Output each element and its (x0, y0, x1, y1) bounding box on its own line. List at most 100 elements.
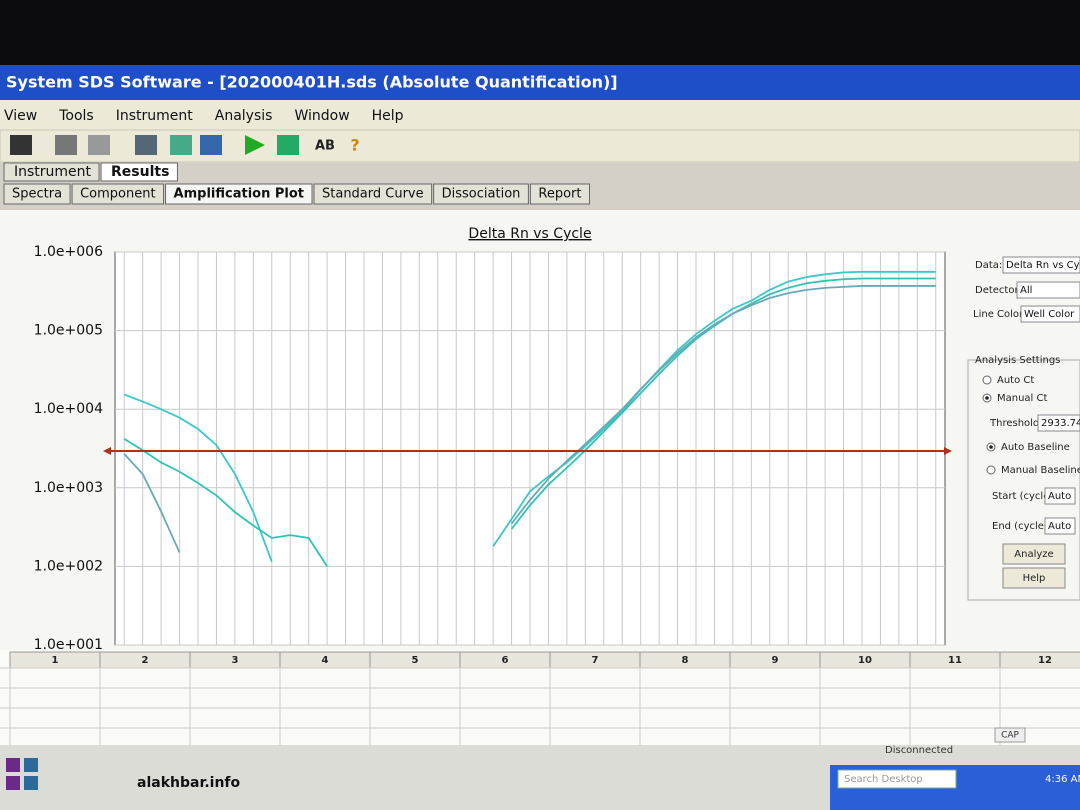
ab-icon[interactable]: AB (315, 139, 335, 154)
column-label: 8 (682, 655, 689, 666)
watermark: alakhbar.info (137, 775, 241, 791)
menu-item[interactable]: Help (372, 108, 404, 124)
tab-label: Results (111, 164, 169, 180)
preview-icon[interactable] (88, 135, 110, 155)
tab[interactable] (529, 183, 590, 205)
field-value: Delta Rn vs Cycle (1006, 260, 1080, 271)
menu-item[interactable]: View (4, 108, 37, 124)
toolbar (0, 129, 1080, 163)
field-label: Auto Baseline (1001, 442, 1070, 453)
field-label: Threshold: (989, 418, 1043, 429)
field-label: Line Color: (973, 309, 1026, 320)
menu-item[interactable]: Tools (58, 108, 94, 124)
button[interactable] (1002, 543, 1066, 565)
column-label: 11 (948, 655, 962, 666)
tab[interactable] (100, 162, 178, 182)
button[interactable] (1002, 567, 1066, 589)
field-label: Data: (975, 260, 1002, 271)
table-icon[interactable] (200, 135, 222, 155)
tab[interactable] (3, 162, 100, 182)
field-label: End (cycle): (992, 521, 1051, 532)
field-box[interactable] (1037, 414, 1080, 432)
field-value: Auto (1048, 491, 1071, 502)
well-icon (24, 758, 38, 772)
field-label: Manual Ct (997, 393, 1047, 404)
well-icon (6, 758, 20, 772)
amplification-curve (492, 270, 936, 547)
radio-dot (989, 445, 993, 449)
tab[interactable] (313, 183, 433, 205)
field-value: All (1020, 285, 1032, 296)
button-label: Analyze (1014, 549, 1053, 560)
search-box[interactable] (837, 769, 957, 789)
tab-label: Report (538, 187, 581, 202)
search-placeholder: Search Desktop (844, 774, 923, 785)
title-bar (0, 65, 1080, 100)
y-tick-label: 1.0e+002 (34, 558, 103, 574)
window-title: System SDS Software - [202000401H.sds (A… (6, 73, 618, 92)
tab[interactable] (71, 183, 165, 205)
column-label: 9 (772, 655, 779, 666)
tab-label: Component (80, 187, 155, 202)
clock: 4:36 AM (1045, 774, 1080, 785)
field-label: Detector: (975, 285, 1022, 296)
column-label: 3 (232, 655, 239, 666)
group-title: Analysis Settings (975, 355, 1060, 366)
radio-button[interactable] (986, 465, 996, 475)
column-label: 1 (52, 655, 59, 666)
radio-dot (985, 396, 989, 400)
group-box (967, 359, 1080, 601)
amplification-curve (123, 438, 328, 567)
column-label: 5 (412, 655, 419, 666)
field-value: 2933.743 (1041, 418, 1080, 429)
menu-item[interactable]: Window (294, 108, 349, 124)
status-text: Disconnected (885, 745, 953, 756)
amplification-curve (123, 393, 273, 562)
toolbar-icons: AB ? (10, 135, 360, 155)
amplification-curve (123, 453, 181, 553)
menu-item[interactable]: Analysis (215, 108, 273, 124)
field-box[interactable] (1016, 281, 1080, 299)
tab[interactable] (433, 183, 529, 205)
well-icon (24, 776, 38, 790)
amplification-curve (510, 285, 936, 525)
column-label: 7 (592, 655, 599, 666)
bezel (0, 0, 1080, 65)
column-label: 2 (142, 655, 149, 666)
y-tick-label: 1.0e+003 (34, 480, 103, 496)
save-icon[interactable] (10, 135, 32, 155)
field-label: Auto Ct (997, 375, 1034, 386)
column-label: 10 (858, 655, 872, 666)
print-icon[interactable] (55, 135, 77, 155)
menu-item[interactable]: Instrument (116, 108, 194, 124)
threshold-handle[interactable] (103, 447, 111, 456)
field-label: Start (cycle): (992, 491, 1057, 502)
cap-indicator: CAP (1001, 731, 1019, 741)
y-tick-label: 1.0e+005 (34, 323, 103, 339)
field-value: Auto (1048, 521, 1071, 532)
column-label: 4 (322, 655, 329, 666)
field-label: Manual Baseline (1001, 465, 1080, 476)
cap-box (994, 727, 1026, 743)
column-label: 12 (1038, 655, 1052, 666)
run-icon[interactable] (245, 135, 265, 155)
tab-label: Instrument (14, 164, 92, 180)
edit-icon[interactable] (170, 135, 192, 155)
field-box[interactable] (1020, 305, 1080, 323)
help-icon[interactable]: ? (350, 136, 359, 155)
radio-button[interactable] (982, 375, 992, 385)
threshold-handle[interactable] (944, 447, 952, 456)
tab[interactable] (3, 183, 71, 205)
tab-label: Dissociation (442, 187, 521, 202)
well-icon (6, 776, 20, 790)
field-box[interactable] (1002, 256, 1080, 274)
y-tick-label: 1.0e+001 (34, 637, 103, 653)
step-icon[interactable] (277, 135, 299, 155)
tab[interactable] (165, 183, 313, 205)
report-icon[interactable] (135, 135, 157, 155)
field-box[interactable] (1044, 487, 1076, 505)
button-label: Help (1023, 573, 1046, 584)
field-box[interactable] (1044, 517, 1076, 535)
